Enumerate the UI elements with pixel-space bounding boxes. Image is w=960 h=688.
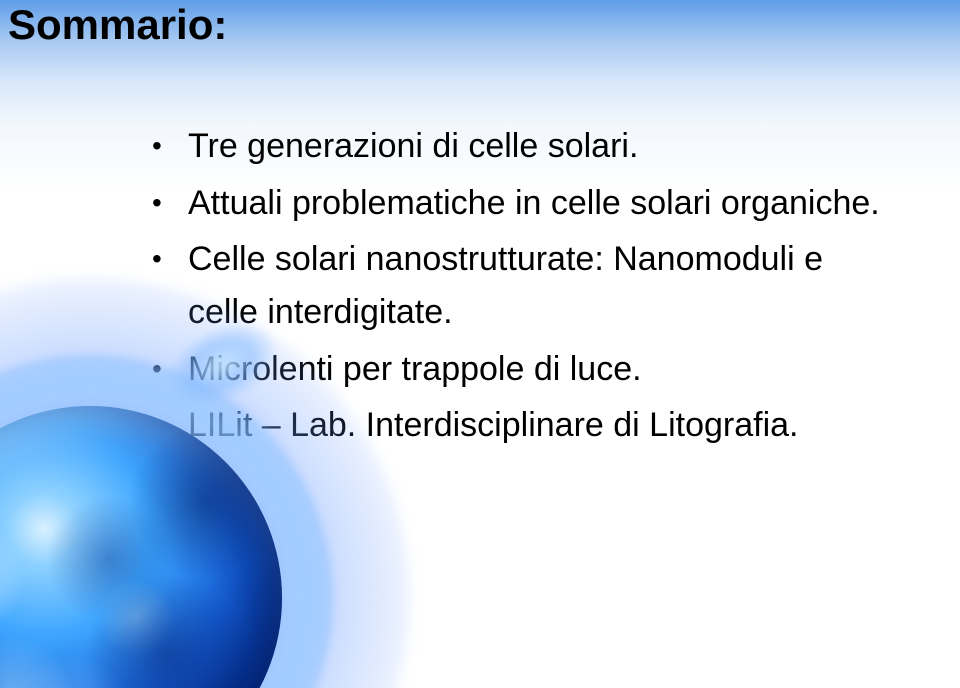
bullet-list: Tre generazioni di celle solari. Attuali… — [170, 120, 890, 456]
slide: Sommario: Tre generazioni di celle solar… — [0, 0, 960, 688]
slide-title: Sommario: — [8, 0, 227, 50]
bullet-item: LILit – Lab. Interdisciplinare di Litogr… — [170, 399, 890, 452]
bullet-item: Tre generazioni di celle solari. — [170, 120, 890, 173]
bullet-item: Celle solari nanostrutturate: Nanomoduli… — [170, 233, 890, 338]
bullet-item: Attuali problematiche in celle solari or… — [170, 177, 890, 230]
bullet-item: Microlenti per trappole di luce. — [170, 343, 890, 396]
